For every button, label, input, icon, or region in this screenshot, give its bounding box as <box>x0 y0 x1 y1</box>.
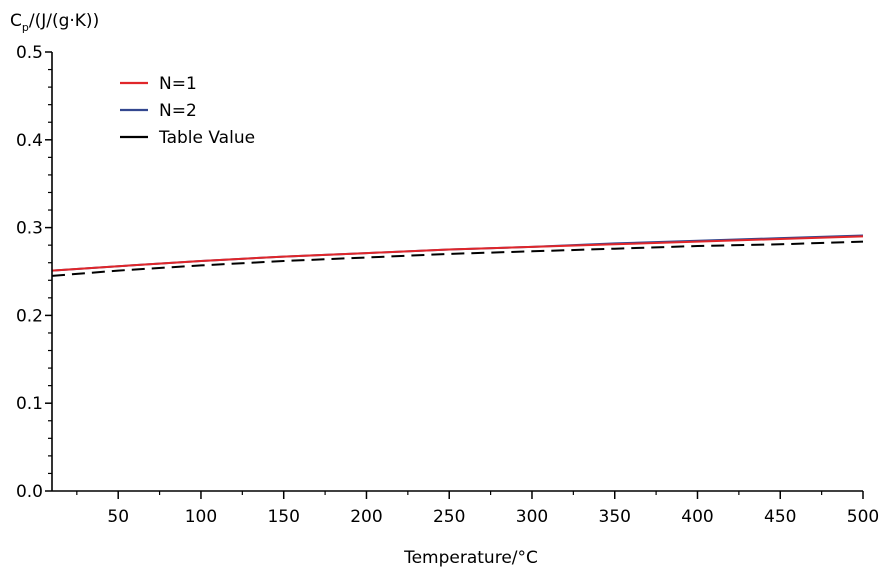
legend: N=1 N=2 Table Value <box>120 74 255 148</box>
y-tick-label: 0.4 <box>16 131 43 151</box>
x-tick-label: 50 <box>107 507 129 527</box>
y-axis-title-main: C <box>10 11 22 31</box>
x-tick-label: 250 <box>433 507 465 527</box>
legend-label: N=2 <box>159 101 197 121</box>
y-tick-label: 0.2 <box>16 306 43 326</box>
y-axis-title-unit: /(J/(g·K)) <box>29 11 99 31</box>
series-lines <box>51 234 864 277</box>
legend-label: Table Value <box>158 128 255 148</box>
y-tick-label: 0.0 <box>16 482 43 502</box>
x-tick-label: 350 <box>599 507 631 527</box>
x-axis-ticks: 50 100 150 200 250 300 350 400 450 500 <box>76 491 879 527</box>
x-tick-label: 500 <box>847 507 879 527</box>
x-tick-label: 300 <box>516 507 548 527</box>
y-axis-ticks: 0.0 0.1 0.2 0.3 0.4 0.5 <box>16 43 52 502</box>
x-tick-label: 100 <box>185 507 217 527</box>
y-axis-title-subscript: p <box>22 21 29 34</box>
legend-label: N=1 <box>159 74 197 94</box>
x-tick-label: 200 <box>350 507 382 527</box>
x-tick-label: 150 <box>267 507 299 527</box>
y-axis-title: Cp/(J/(g·K)) <box>10 11 99 34</box>
x-tick-label: 400 <box>681 507 713 527</box>
y-tick-label: 0.5 <box>16 43 43 63</box>
y-tick-label: 0.1 <box>16 394 43 414</box>
series-line-n-1 <box>51 235 864 272</box>
x-axis-title: Temperature/°C <box>403 548 538 568</box>
x-tick-label: 450 <box>764 507 796 527</box>
series-line-table-value <box>51 240 864 277</box>
y-tick-label: 0.3 <box>16 219 43 239</box>
